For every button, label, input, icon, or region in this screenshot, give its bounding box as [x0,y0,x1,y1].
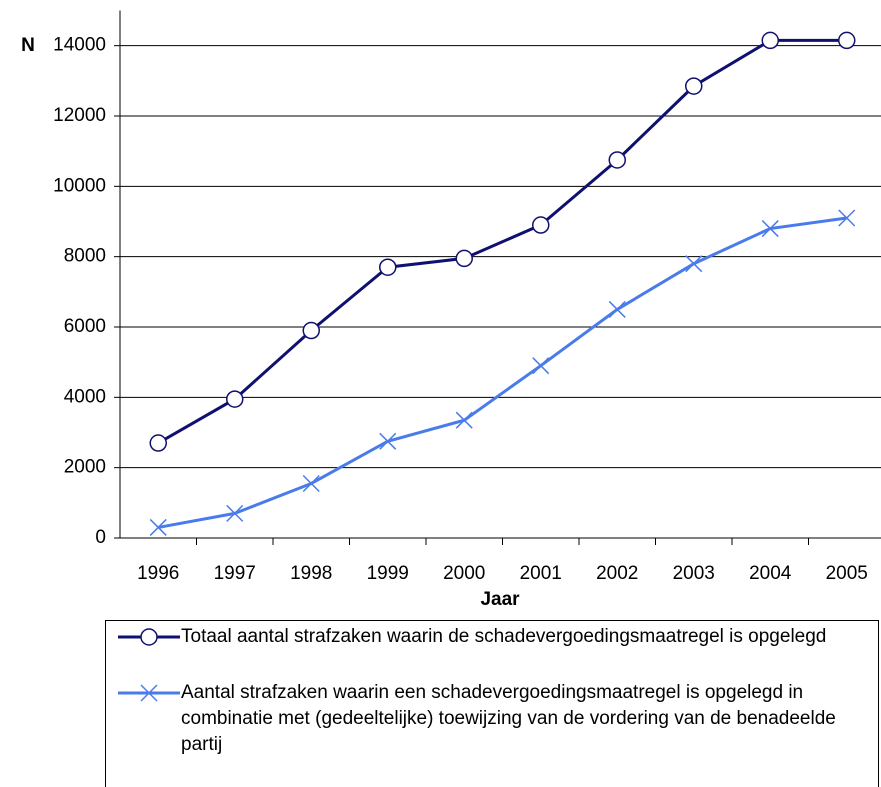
point [685,255,703,273]
point [226,504,244,522]
point [379,432,397,450]
x-tick-label: 1996 [137,563,179,584]
legend: Totaal aantal strafzaken waarin de schad… [105,620,879,787]
legend-marker [118,628,180,646]
legend-entry: Totaal aantal strafzaken waarin de schad… [106,624,878,650]
point [140,628,158,646]
x-tick-label: 2002 [596,563,638,584]
point [302,321,320,340]
y-tick-label: 2000 [64,457,106,478]
legend-marker [118,684,180,702]
chart: N Jaar 0 2000 4000 6000 8000 10000 12000 14000 1… [21,10,881,610]
point [685,77,703,95]
point [149,518,167,536]
point [761,31,779,50]
point [761,220,779,238]
x-axis-label: Jaar [480,589,520,610]
series-line [157,216,847,529]
point [838,209,856,227]
legend-label: Aantal strafzaken waarin een schadevergo… [181,682,836,755]
x-tick-label: 2000 [443,563,485,584]
x-tick-label: 2001 [520,563,562,584]
point [608,151,626,169]
y-tick-label: 8000 [64,246,106,267]
y-tick-label: 12000 [53,105,106,126]
point [302,474,320,493]
point [532,357,550,375]
point [608,300,626,318]
point [838,31,856,50]
x-tick-label: 2003 [673,563,715,584]
point [455,411,473,429]
point [379,258,397,276]
x-tick-label: 2005 [826,563,868,584]
x-tick-label: 1999 [367,563,409,584]
legend-entry: Aantal strafzaken waarin een schadevergo… [106,680,878,758]
x-tick-label: 2004 [749,563,792,584]
y-tick-label: 14000 [53,35,106,56]
point [149,434,167,452]
x-tick-label: 1997 [214,563,256,584]
point [532,216,550,234]
point [140,684,158,702]
series-line [157,38,847,445]
legend-label: Totaal aantal strafzaken waarin de schad… [181,626,827,647]
point [455,249,473,268]
y-tick-label: 4000 [64,386,106,407]
point [226,390,244,408]
y-tick-label: 10000 [53,175,106,196]
y-tick-label: 6000 [64,316,106,337]
y-tick-label: 0 [95,527,106,548]
x-tick-label: 1998 [290,563,332,584]
y-axis-label: N [21,35,35,56]
